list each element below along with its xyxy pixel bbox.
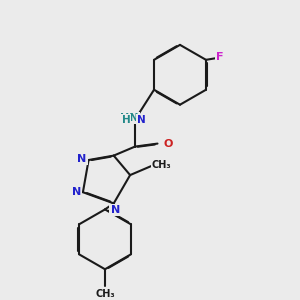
Text: CH₃: CH₃	[95, 289, 115, 299]
Text: N: N	[72, 187, 81, 197]
Text: N: N	[136, 115, 145, 125]
Text: HN: HN	[120, 113, 139, 123]
Text: CH₃: CH₃	[152, 160, 171, 170]
Text: N: N	[77, 154, 87, 164]
Text: F: F	[216, 52, 223, 62]
Text: O: O	[163, 139, 173, 148]
Text: H: H	[122, 115, 130, 125]
Text: N: N	[111, 205, 120, 215]
